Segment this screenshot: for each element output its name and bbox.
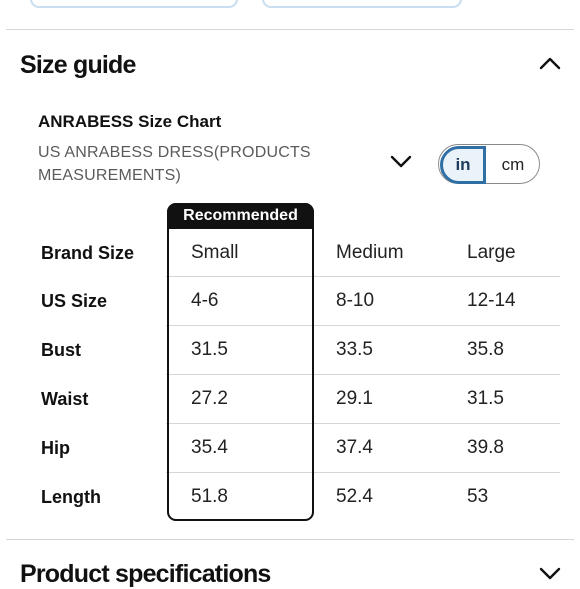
row-label-hip: Hip [41,438,70,458]
chevron-up-icon[interactable] [539,55,561,71]
chevron-down-icon[interactable] [390,154,412,170]
cell-value: 31.5 [467,388,504,409]
row-divider [166,472,560,473]
row-label-brand-size: Brand Size [41,243,135,263]
recommended-column-highlight [167,203,314,521]
row-divider [166,276,560,277]
product-specifications-title[interactable]: Product specifications [20,560,271,588]
top-button-left[interactable] [30,0,238,8]
size-guide-title: Size guide [20,51,136,79]
cell-value: 52.4 [336,486,373,507]
cell-value: 12-14 [467,290,516,311]
cell-value: 35.4 [191,437,228,458]
unit-toggle [438,144,540,184]
cell-value: 35.8 [467,339,504,360]
recommended-badge: Recommended [167,203,314,229]
cell-small[interactable]: Small [191,242,239,263]
divider-bottom [6,539,574,540]
cell-value: 29.1 [336,388,373,409]
cell-value: 27.2 [191,388,228,409]
cell-value: 37.4 [336,437,373,458]
top-button-right[interactable] [262,0,462,8]
row-label-us-size: US Size [41,291,108,311]
cell-value: 53 [467,486,489,507]
cell-value: 51.8 [191,486,228,507]
cell-value: 31.5 [191,339,228,360]
cell-value: 33.5 [336,339,373,360]
size-chart-name: ANRABESS Size Chart [38,112,222,131]
row-divider [166,325,560,326]
size-chart-subtitle: US ANRABESS DRESS(PRODUCTS MEASUREMENTS) [38,144,311,184]
unit-cm-button[interactable]: cm [501,155,525,174]
divider-top [6,29,574,30]
row-divider [166,374,560,375]
cell-value: 39.8 [467,437,504,458]
chevron-down-icon[interactable] [539,566,561,582]
row-divider [166,423,560,424]
unit-in-button[interactable]: in [440,146,486,184]
row-label-bust: Bust [41,340,81,360]
row-label-waist: Waist [41,389,89,409]
cell-value: 4-6 [191,290,219,311]
row-label-length: Length [41,487,101,507]
cell-large[interactable]: Large [467,242,516,263]
cell-value: 8-10 [336,290,375,311]
cell-medium[interactable]: Medium [336,242,404,263]
